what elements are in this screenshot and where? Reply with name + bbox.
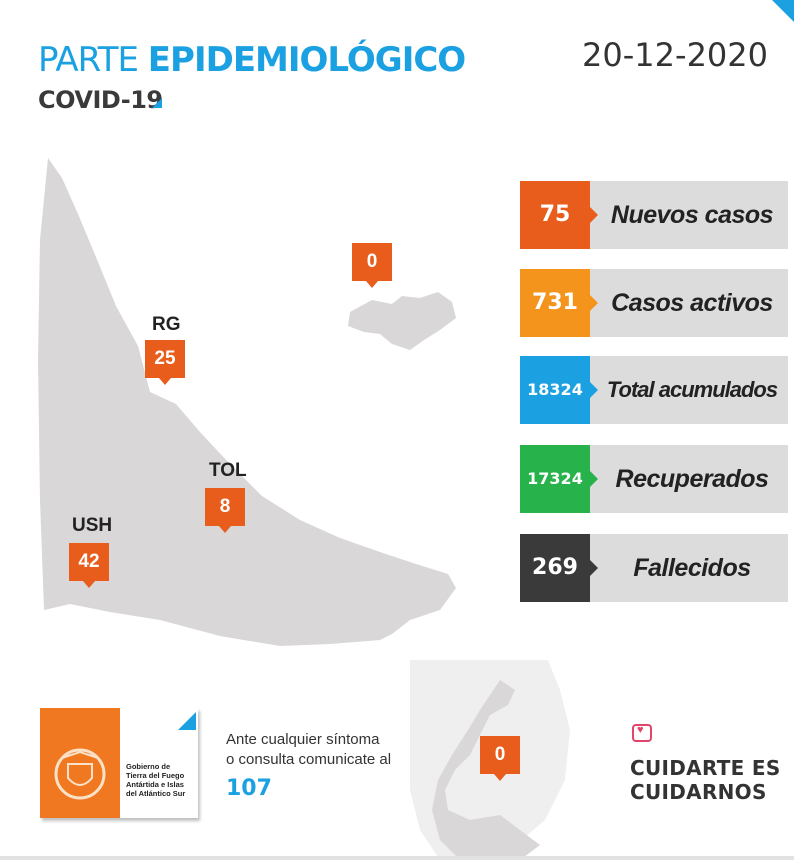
stat-arrow-icon [590,295,598,311]
shield-logo-svg [54,748,106,800]
stat-row-fallecidos: 269 Fallecidos [520,534,788,602]
stat-label: Recuperados [615,465,769,493]
phone-number: 107 [226,776,272,801]
malvinas-shape [348,292,456,350]
stat-value: 18324 [520,356,590,424]
stat-row-nuevos-casos: 75 Nuevos casos [520,181,788,249]
report-date: 20-12-2020 [582,36,768,74]
slogan-line: CUIDARNOS [630,780,767,804]
stat-value: 17324 [520,445,590,513]
map-pin-tol: 8 [205,488,245,533]
heart-icon [632,724,652,742]
stat-value: 269 [520,534,590,602]
stat-arrow-icon [590,207,598,223]
stat-label: Casos activos [611,289,773,317]
stat-arrow-icon [590,471,598,487]
pin-value: 8 [219,496,231,517]
logo-text-line: Antártida e Islas [126,780,184,789]
stat-row-casos-activos: 731 Casos activos [520,269,788,337]
pin-value: 0 [494,744,506,765]
antartida-peninsula [432,680,540,860]
subtitle-accent [152,98,162,108]
stat-label: Nuevos casos [610,201,774,229]
logo-text-line: Gobierno de [126,762,171,771]
pin-value: 25 [154,348,176,369]
page-subtitle: COVID-19 [38,86,163,114]
logo-text: Gobierno de Tierra del Fuego Antártida e… [126,762,185,798]
contact-text: Ante cualquier síntoma o consulta comuni… [226,730,391,770]
stat-label: Fallecidos [633,554,751,582]
bottom-divider [0,856,794,860]
slogan-line: CUIDARTE ES [630,756,781,780]
stat-value: 75 [520,181,590,249]
map-pin-ush: 42 [69,543,109,588]
stat-row-total-acumulados: 18324 Total acumulados [520,356,788,424]
government-logo-card: Gobierno de Tierra del Fuego Antártida e… [40,708,198,818]
map-pin-rg: 25 [145,340,185,385]
map-pin-antartida: 0 [480,736,520,781]
stat-value: 731 [520,269,590,337]
logo-text-line: del Atlántico Sur [126,789,186,798]
page-title: PARTE EPIDEMIOLÓGICO [38,40,466,80]
stat-arrow-icon [590,382,598,398]
contact-line: o consulta comunicate al [226,751,392,768]
logo-text-line: Tierra del Fuego [126,771,185,780]
pin-value: 42 [78,551,100,572]
title-part-1: PARTE [38,40,148,80]
pin-value: 0 [366,251,378,272]
pin-label-rg: RG [152,314,181,335]
pin-label-ush: USH [72,515,113,536]
contact-line: Ante cualquier síntoma [226,731,380,748]
stat-label: Total acumulados [606,377,778,402]
title-part-2: EPIDEMIOLÓGICO [147,40,466,80]
stat-row-recuperados: 17324 Recuperados [520,445,788,513]
map-pin-malvinas: 0 [352,243,392,288]
shield-logo-icon [40,708,120,818]
pin-label-tol: TOL [209,460,247,481]
tierra-del-fuego-shape [38,158,456,646]
slogan: CUIDARTE ES CUIDARNOS [630,756,781,804]
stat-arrow-icon [590,560,598,576]
corner-accent [772,0,794,22]
logo-accent [178,712,196,730]
